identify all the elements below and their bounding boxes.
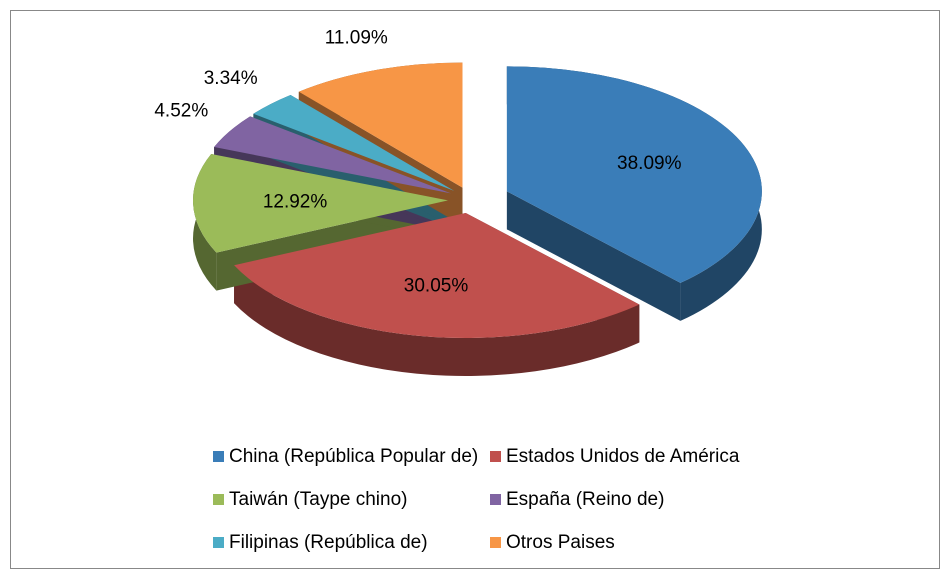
slice: [298, 62, 463, 188]
legend-label: España (Reino de): [506, 489, 664, 510]
data-label: 11.09%: [325, 27, 388, 48]
slice: [253, 94, 455, 191]
slice-wall: [234, 265, 640, 376]
slice-side: [506, 191, 681, 321]
legend-label: Filipinas (República de): [229, 532, 428, 553]
legend-label: Otros Paises: [506, 532, 615, 553]
legend-label: Estados Unidos de América: [506, 446, 740, 467]
legend-swatch: [490, 494, 501, 505]
data-label: 30.05%: [404, 276, 469, 297]
slice: [506, 66, 762, 283]
legend-label: China (República Popular de): [229, 446, 478, 467]
legend-label: Taiwán (Taype chino): [229, 489, 407, 510]
slice: [193, 153, 449, 253]
legend-swatch: [213, 494, 224, 505]
slice: [234, 212, 640, 338]
legend-swatch: [213, 537, 224, 548]
data-label: 4.52%: [154, 100, 208, 121]
data-label: 3.34%: [204, 68, 258, 89]
legend-swatch: [490, 537, 501, 548]
slice: [214, 116, 451, 194]
data-label: 38.09%: [617, 153, 682, 174]
legend-swatch: [490, 451, 501, 462]
data-label: 12.92%: [263, 191, 328, 212]
legend-swatch: [213, 451, 224, 462]
